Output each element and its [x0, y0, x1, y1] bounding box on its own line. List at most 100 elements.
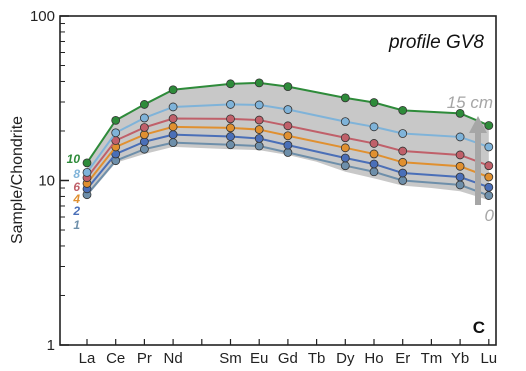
- data-point-10-Nd: [168, 85, 178, 95]
- series-line-6: [86, 117, 490, 179]
- data-point-2-Yb: [455, 172, 465, 182]
- x-tick-label-Tm: Tm: [421, 350, 443, 367]
- series-line-4: [86, 125, 490, 185]
- data-point-6-Pr: [139, 123, 149, 132]
- series-line-10: [86, 81, 490, 164]
- data-point-1-Nd: [168, 138, 178, 147]
- data-point-1-Sm: [226, 140, 235, 150]
- data-point-6-Dy: [340, 133, 350, 143]
- data-point-8-Sm: [226, 100, 235, 109]
- data-point-10-Eu: [254, 78, 264, 88]
- data-point-10-La: [82, 158, 92, 168]
- data-point-8-Lu: [484, 142, 494, 152]
- data-point-6-Gd: [283, 121, 293, 131]
- data-point-8-La: [82, 168, 92, 177]
- series-label-4: 4: [72, 192, 80, 206]
- data-point-2-Lu: [484, 182, 494, 192]
- data-point-2-Dy: [340, 153, 350, 163]
- data-point-10-Dy: [340, 93, 350, 103]
- data-point-1-Pr: [139, 144, 149, 154]
- data-point-1-Dy: [340, 161, 350, 171]
- data-point-4-Dy: [340, 143, 350, 153]
- x-tick-label-Eu: Eu: [250, 350, 268, 367]
- data-point-1-Er: [398, 176, 408, 185]
- series-label-10: 10: [67, 152, 81, 166]
- data-point-8-Yb: [455, 132, 465, 142]
- data-point-8-Pr: [139, 113, 149, 123]
- x-tick-label-Ce: Ce: [106, 350, 125, 367]
- data-point-1-Ho: [369, 167, 379, 177]
- data-point-6-Ho: [369, 139, 379, 148]
- x-tick-label-Sm: Sm: [219, 350, 242, 367]
- data-point-8-Dy: [340, 117, 350, 127]
- series-line-8: [86, 103, 490, 173]
- data-point-8-Nd: [168, 102, 178, 112]
- x-tick-label-Ho: Ho: [364, 350, 383, 367]
- data-point-4-Yb: [455, 161, 465, 171]
- data-point-10-Er: [398, 105, 408, 115]
- data-point-2-Er: [398, 168, 408, 178]
- data-point-6-Eu: [254, 115, 264, 125]
- x-tick-label-Pr: Pr: [137, 350, 152, 367]
- data-point-10-Pr: [139, 100, 149, 109]
- data-point-1-Lu: [484, 191, 494, 200]
- y-tick-label: 100: [30, 8, 55, 25]
- data-point-10-Yb: [455, 108, 465, 118]
- data-point-10-Sm: [226, 79, 235, 89]
- data-point-2-Gd: [283, 140, 293, 150]
- data-point-4-Er: [398, 157, 408, 167]
- data-point-4-Nd: [168, 122, 178, 132]
- data-point-6-Er: [398, 146, 408, 156]
- y-axis-label: Sample/Chondrite: [9, 116, 26, 244]
- x-tick-label-Nd: Nd: [164, 350, 183, 367]
- data-point-1-Eu: [254, 141, 264, 151]
- data-point-2-Sm: [226, 132, 235, 141]
- series-label-1: 1: [73, 218, 80, 232]
- series-2: [82, 130, 494, 194]
- data-point-10-Gd: [283, 82, 293, 92]
- data-point-2-Nd: [168, 130, 178, 140]
- data-point-6-Lu: [484, 161, 494, 171]
- x-tick-label-Tb: Tb: [308, 350, 326, 367]
- chart-title: profile GV8: [388, 32, 484, 53]
- series-label-6: 6: [73, 180, 80, 194]
- series-label-2: 2: [72, 204, 80, 218]
- data-point-2-Ho: [369, 159, 379, 169]
- data-point-4-Ho: [369, 149, 379, 159]
- height-arrow: 15 cm 0: [447, 93, 495, 225]
- series-line-1: [86, 141, 490, 197]
- data-point-1-Gd: [283, 148, 293, 157]
- panel-label: C: [473, 318, 485, 337]
- series-label-8: 8: [73, 167, 80, 181]
- series-layer: [82, 78, 494, 200]
- y-tick-label: 1: [47, 337, 55, 354]
- series-8: [82, 100, 494, 177]
- data-point-10-Ho: [369, 98, 379, 107]
- x-tick-label-Er: Er: [395, 350, 410, 367]
- x-tick-label-Yb: Yb: [451, 350, 469, 367]
- x-tick-label-La: La: [79, 350, 96, 367]
- data-point-8-Eu: [254, 100, 264, 110]
- arrow-head: [469, 116, 487, 133]
- x-tick-label-Dy: Dy: [336, 350, 355, 367]
- data-point-6-Sm: [226, 114, 235, 124]
- data-point-8-Gd: [283, 105, 293, 114]
- data-point-8-Ho: [369, 122, 379, 132]
- x-axis: La Ce Pr Nd Sm Eu Gd Tb Dy Ho Er Tm Yb Lu: [79, 339, 497, 367]
- data-point-8-Ce: [111, 128, 121, 138]
- data-point-4-Sm: [226, 123, 235, 133]
- y-tick-label: 10: [38, 173, 55, 190]
- data-point-4-Lu: [484, 172, 494, 182]
- x-tick-label-Lu: Lu: [480, 350, 497, 367]
- data-point-2-Eu: [254, 134, 264, 143]
- x-tick-label-Gd: Gd: [278, 350, 298, 367]
- data-point-4-Gd: [283, 131, 293, 141]
- arrow-top-label: 15 cm: [447, 93, 493, 112]
- data-point-1-Yb: [455, 180, 465, 190]
- arrow-bottom-label: 0: [485, 206, 495, 225]
- series-10: [82, 78, 494, 168]
- data-point-10-Lu: [484, 121, 494, 130]
- data-point-8-Er: [398, 129, 408, 138]
